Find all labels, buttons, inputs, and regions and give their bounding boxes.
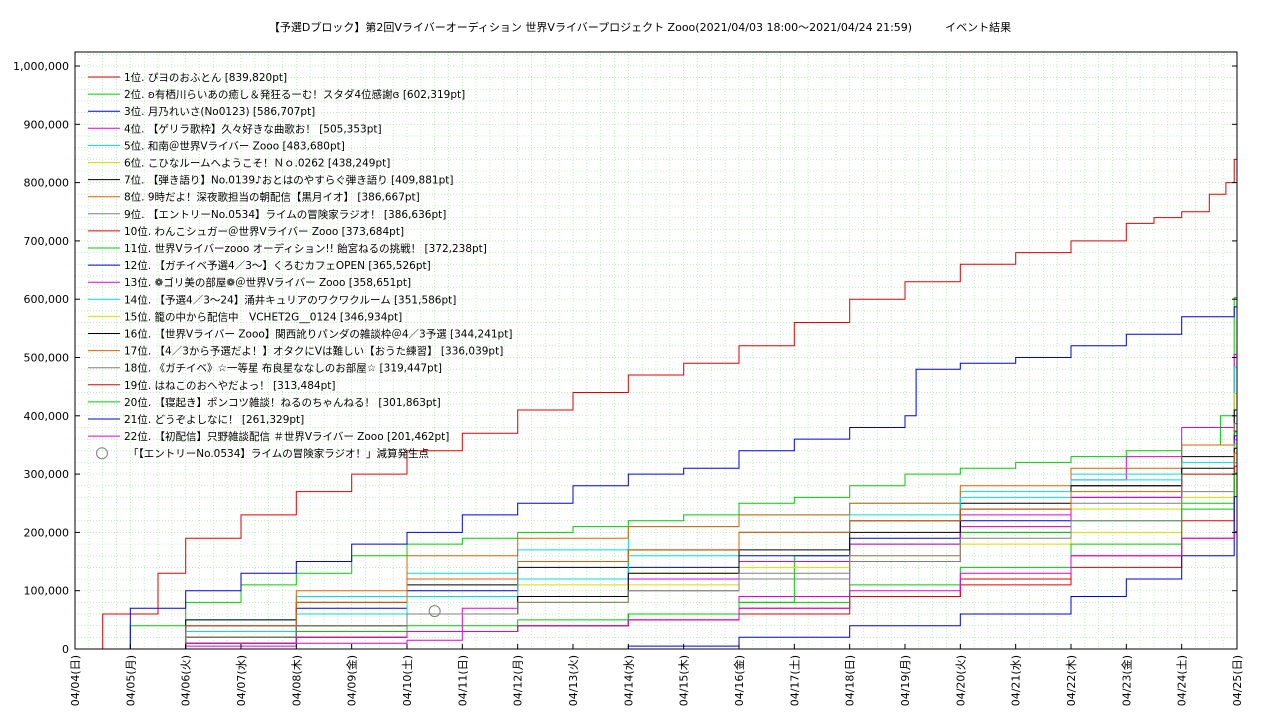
legend-entry: 13位. ❁ゴリ美の部屋❁＠世界Vライバー Zooo [358,651pt] — [124, 276, 411, 289]
legend-entry: 1位. ぴヨのおふとん [839,820pt] — [124, 71, 287, 84]
x-tick-label: 04/09(金) — [345, 655, 359, 706]
x-tick-label: 04/20(火) — [954, 655, 967, 706]
y-tick-label: 500,000 — [24, 352, 70, 365]
legend-entry: 18位. 《ガチイベ》☆一等星 布良星ななしのお部屋☆ [319,447pt] — [124, 362, 442, 375]
legend-entry: 9位. 【エントリーNo.0534】ライムの冒険家ラジオ！ [386,636pt… — [124, 208, 446, 221]
x-tick-label: 04/06(火) — [180, 655, 193, 706]
x-tick-label: 04/25(日) — [1231, 655, 1244, 706]
x-tick-label: 04/12(月) — [512, 655, 525, 706]
x-tick-label: 04/16(金) — [732, 655, 746, 706]
x-tick-label: 04/08(木) — [290, 655, 303, 706]
x-axis: 04/04(日) 04/05(月) 04/06(火) 04/07(水) 04/08(木)… — [69, 644, 1244, 706]
y-tick-label: 100,000 — [24, 585, 70, 598]
y-tick-label: 200,000 — [24, 526, 70, 539]
legend-entry: 8位. 9時だよ！深夜歌担当の朝配信【黒月イオ】 [386,667pt] — [124, 191, 420, 204]
x-tick-label: 04/10(土) — [401, 655, 414, 706]
legend-entry: 20位. 【寝起き】ポンコツ雑談！ねるのちゃんねる！ [301,863pt] — [124, 396, 441, 409]
chart-title: 【予選Dブロック】第2回Vライバーオーディション 世界Vライバープロジェクト Z… — [268, 21, 1012, 34]
series-line-1 — [75, 158, 1237, 650]
x-tick-label: 04/11(日) — [456, 655, 469, 706]
legend-entry: 19位. はねこのおへやだよっ！ [313,484pt] — [124, 379, 335, 392]
legend-entry: 5位. 和南＠世界Vライバー Zooo [483,680pt] — [124, 139, 345, 152]
x-tick-label: 04/04(日) — [69, 655, 82, 706]
x-tick-label: 04/22(木) — [1065, 655, 1078, 706]
y-tick-label: 400,000 — [24, 410, 70, 423]
y-tick-label: 300,000 — [24, 468, 70, 481]
series-line-12 — [75, 435, 1237, 650]
y-tick-label: 800,000 — [24, 177, 70, 190]
legend-entry: 16位. 【世界Vライバー Zooo】関西訛りパンダの雑談枠＠4／3予選 [34… — [124, 328, 512, 341]
y-tick-label: 700,000 — [24, 235, 70, 248]
legend-entry: 12位. 【ガチイベ予選4／3〜】くろむカフェOPEN [365,526pt] — [124, 259, 431, 272]
series-line-13 — [75, 439, 1237, 650]
x-tick-label: 04/24(土) — [1176, 655, 1189, 706]
y-tick-label: 0 — [62, 643, 69, 656]
grid-layer — [74, 52, 1238, 650]
legend-entry: 11位. 世界Vライバーzooo オーディション!! 飴宮ねるの挑戦！ [372… — [124, 242, 487, 255]
y-tick-label: 900,000 — [24, 118, 70, 131]
series-line-3 — [75, 306, 1237, 650]
legend-marker-symbol — [96, 447, 108, 460]
x-tick-label: 04/14(水) — [622, 655, 635, 706]
legend-entry: 3位. 月乃れいさ(No0123) [586,707pt] — [124, 105, 315, 118]
legend-entry: 7位. 【弾き語り】No.0139♪おとはのやすらぐ弾き語り [409,881p… — [124, 174, 453, 187]
legend-marker-label: 「【エントリーNo.0534】ライムの冒険家ラジオ！」減算発生点 — [128, 447, 429, 460]
y-tick-label: 1,000,000 — [13, 60, 69, 73]
x-tick-label: 04/21(水) — [1010, 655, 1023, 706]
legend-entry: 10位. わんこシュガー＠世界Vライバー Zooo [373,684pt] — [124, 225, 404, 238]
legend-entry: 15位. 籠の中から配信中 VCHET2G__0124 [346,934pt] — [124, 310, 402, 323]
x-tick-label: 04/23(金) — [1119, 655, 1133, 706]
legend-entry: 21位. どうぞよしなに！ [261,329pt] — [124, 413, 304, 426]
series-line-2 — [75, 297, 1237, 650]
legend-entry: 4位. 【ゲリラ歌枠】久々好きな曲歌お！ [505,353pt] — [124, 122, 382, 135]
x-tick-label: 04/13(火) — [567, 655, 580, 706]
legend-entry: 6位. こひなルームへようこそ！Ｎｏ.0262 [438,249pt] — [124, 157, 390, 170]
legend: 1位. ぴヨのおふとん [839,820pt] 2位. ʚ有栖川らいあの癒し＆発狂… — [88, 71, 512, 460]
x-tick-label: 04/05(月) — [124, 655, 137, 706]
x-tick-label: 04/17(土) — [788, 655, 801, 706]
x-tick-label: 04/19(月) — [899, 655, 912, 706]
legend-entry: 2位. ʚ有栖川らいあの癒し＆発狂るーむ！スタダ4位感謝ɞ [602,319pt… — [124, 88, 465, 101]
legend-entry: 14位. 【予選4／3〜24】涌井キュリアのワクワクルーム [351,586pt… — [124, 293, 456, 306]
y-axis: 0 100,000 200,000 300,000 400,000 500,000 600,… — [13, 60, 1237, 656]
deduction-marker — [428, 605, 441, 618]
x-tick-label: 04/07(水) — [235, 655, 248, 706]
legend-entry: 17位. 【4／3から予選だよ！】オタクにVは難しい【おうた練習】 [336,0… — [124, 345, 503, 358]
series-line-14 — [75, 443, 1237, 650]
series-line-22 — [75, 531, 1237, 650]
y-tick-label: 600,000 — [24, 293, 70, 306]
x-tick-label: 04/15(木) — [678, 655, 691, 706]
legend-entry: 22位. 【初配信】只野雑談配信 ＃世界Vライバー Zooo [201,462p… — [124, 430, 449, 443]
x-tick-label: 04/18(日) — [844, 655, 857, 706]
plot-frame — [74, 51, 1238, 650]
marker-layer — [428, 605, 441, 618]
series-layer — [75, 158, 1237, 650]
series-line-17 — [75, 452, 1237, 650]
